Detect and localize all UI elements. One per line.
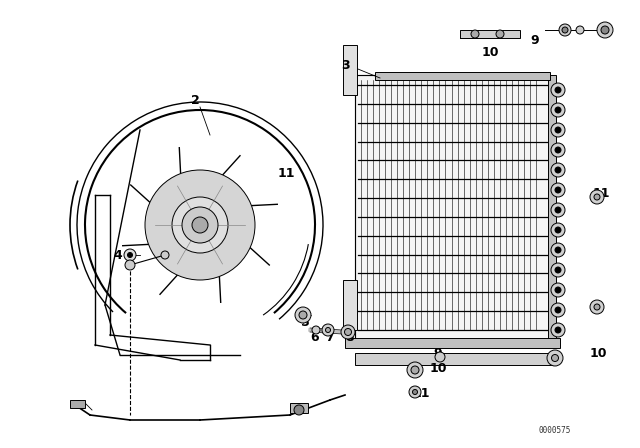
Circle shape — [576, 26, 584, 34]
Text: 11: 11 — [593, 186, 611, 199]
Circle shape — [409, 386, 421, 398]
Circle shape — [551, 203, 565, 217]
Bar — [548, 75, 556, 340]
Circle shape — [294, 405, 304, 415]
Circle shape — [127, 253, 132, 258]
Circle shape — [413, 389, 417, 395]
Circle shape — [295, 307, 311, 323]
Circle shape — [590, 300, 604, 314]
Circle shape — [555, 287, 561, 293]
Circle shape — [551, 283, 565, 297]
Circle shape — [552, 354, 559, 362]
Text: 0000575: 0000575 — [539, 426, 571, 435]
Circle shape — [312, 326, 320, 334]
Circle shape — [299, 311, 307, 319]
Circle shape — [125, 260, 135, 270]
Circle shape — [551, 323, 565, 337]
Circle shape — [322, 324, 334, 336]
Text: 9: 9 — [531, 34, 540, 47]
Ellipse shape — [145, 170, 255, 280]
Text: 6: 6 — [310, 331, 319, 344]
Text: 10: 10 — [481, 46, 499, 59]
Circle shape — [341, 325, 355, 339]
Circle shape — [555, 167, 561, 173]
Text: 9: 9 — [433, 346, 442, 359]
Circle shape — [555, 207, 561, 213]
Text: 7: 7 — [326, 331, 334, 344]
Text: 10: 10 — [590, 346, 607, 359]
Bar — [70, 400, 85, 408]
Circle shape — [124, 249, 136, 261]
Bar — [290, 403, 308, 413]
Circle shape — [551, 303, 565, 317]
Circle shape — [594, 304, 600, 310]
Circle shape — [172, 197, 228, 253]
Bar — [355, 75, 550, 340]
Circle shape — [551, 163, 565, 177]
Circle shape — [551, 183, 565, 197]
Circle shape — [551, 263, 565, 277]
Circle shape — [551, 143, 565, 157]
Circle shape — [551, 123, 565, 137]
Circle shape — [547, 350, 563, 366]
Circle shape — [551, 223, 565, 237]
Text: 5: 5 — [301, 315, 309, 328]
Circle shape — [411, 366, 419, 374]
Circle shape — [559, 24, 571, 36]
Bar — [343, 45, 357, 95]
Bar — [460, 30, 520, 38]
Text: 2: 2 — [191, 94, 200, 107]
Circle shape — [555, 307, 561, 313]
Circle shape — [555, 127, 561, 133]
Bar — [345, 338, 560, 348]
Circle shape — [192, 217, 208, 233]
Text: 4: 4 — [114, 249, 122, 262]
Bar — [343, 280, 357, 330]
Bar — [355, 353, 555, 365]
Text: 1: 1 — [74, 399, 83, 412]
Circle shape — [555, 87, 561, 93]
Circle shape — [601, 26, 609, 34]
Circle shape — [590, 190, 604, 204]
Circle shape — [562, 27, 568, 33]
Circle shape — [551, 83, 565, 97]
Circle shape — [435, 352, 445, 362]
Text: 11: 11 — [413, 387, 431, 400]
Circle shape — [344, 328, 351, 336]
Circle shape — [555, 147, 561, 153]
Text: 8: 8 — [346, 331, 355, 344]
Circle shape — [555, 247, 561, 253]
Circle shape — [471, 30, 479, 38]
Circle shape — [551, 103, 565, 117]
Circle shape — [182, 207, 218, 243]
Text: 3: 3 — [340, 59, 349, 72]
Circle shape — [551, 243, 565, 257]
Bar — [375, 72, 550, 80]
Circle shape — [594, 194, 600, 200]
Circle shape — [555, 267, 561, 273]
Circle shape — [496, 30, 504, 38]
Text: 11: 11 — [278, 167, 295, 180]
Circle shape — [326, 327, 330, 332]
Circle shape — [161, 251, 169, 259]
Circle shape — [597, 22, 613, 38]
Circle shape — [555, 227, 561, 233]
Circle shape — [555, 107, 561, 113]
Circle shape — [555, 327, 561, 333]
Text: 10: 10 — [430, 362, 447, 375]
Circle shape — [407, 362, 423, 378]
Circle shape — [555, 187, 561, 193]
